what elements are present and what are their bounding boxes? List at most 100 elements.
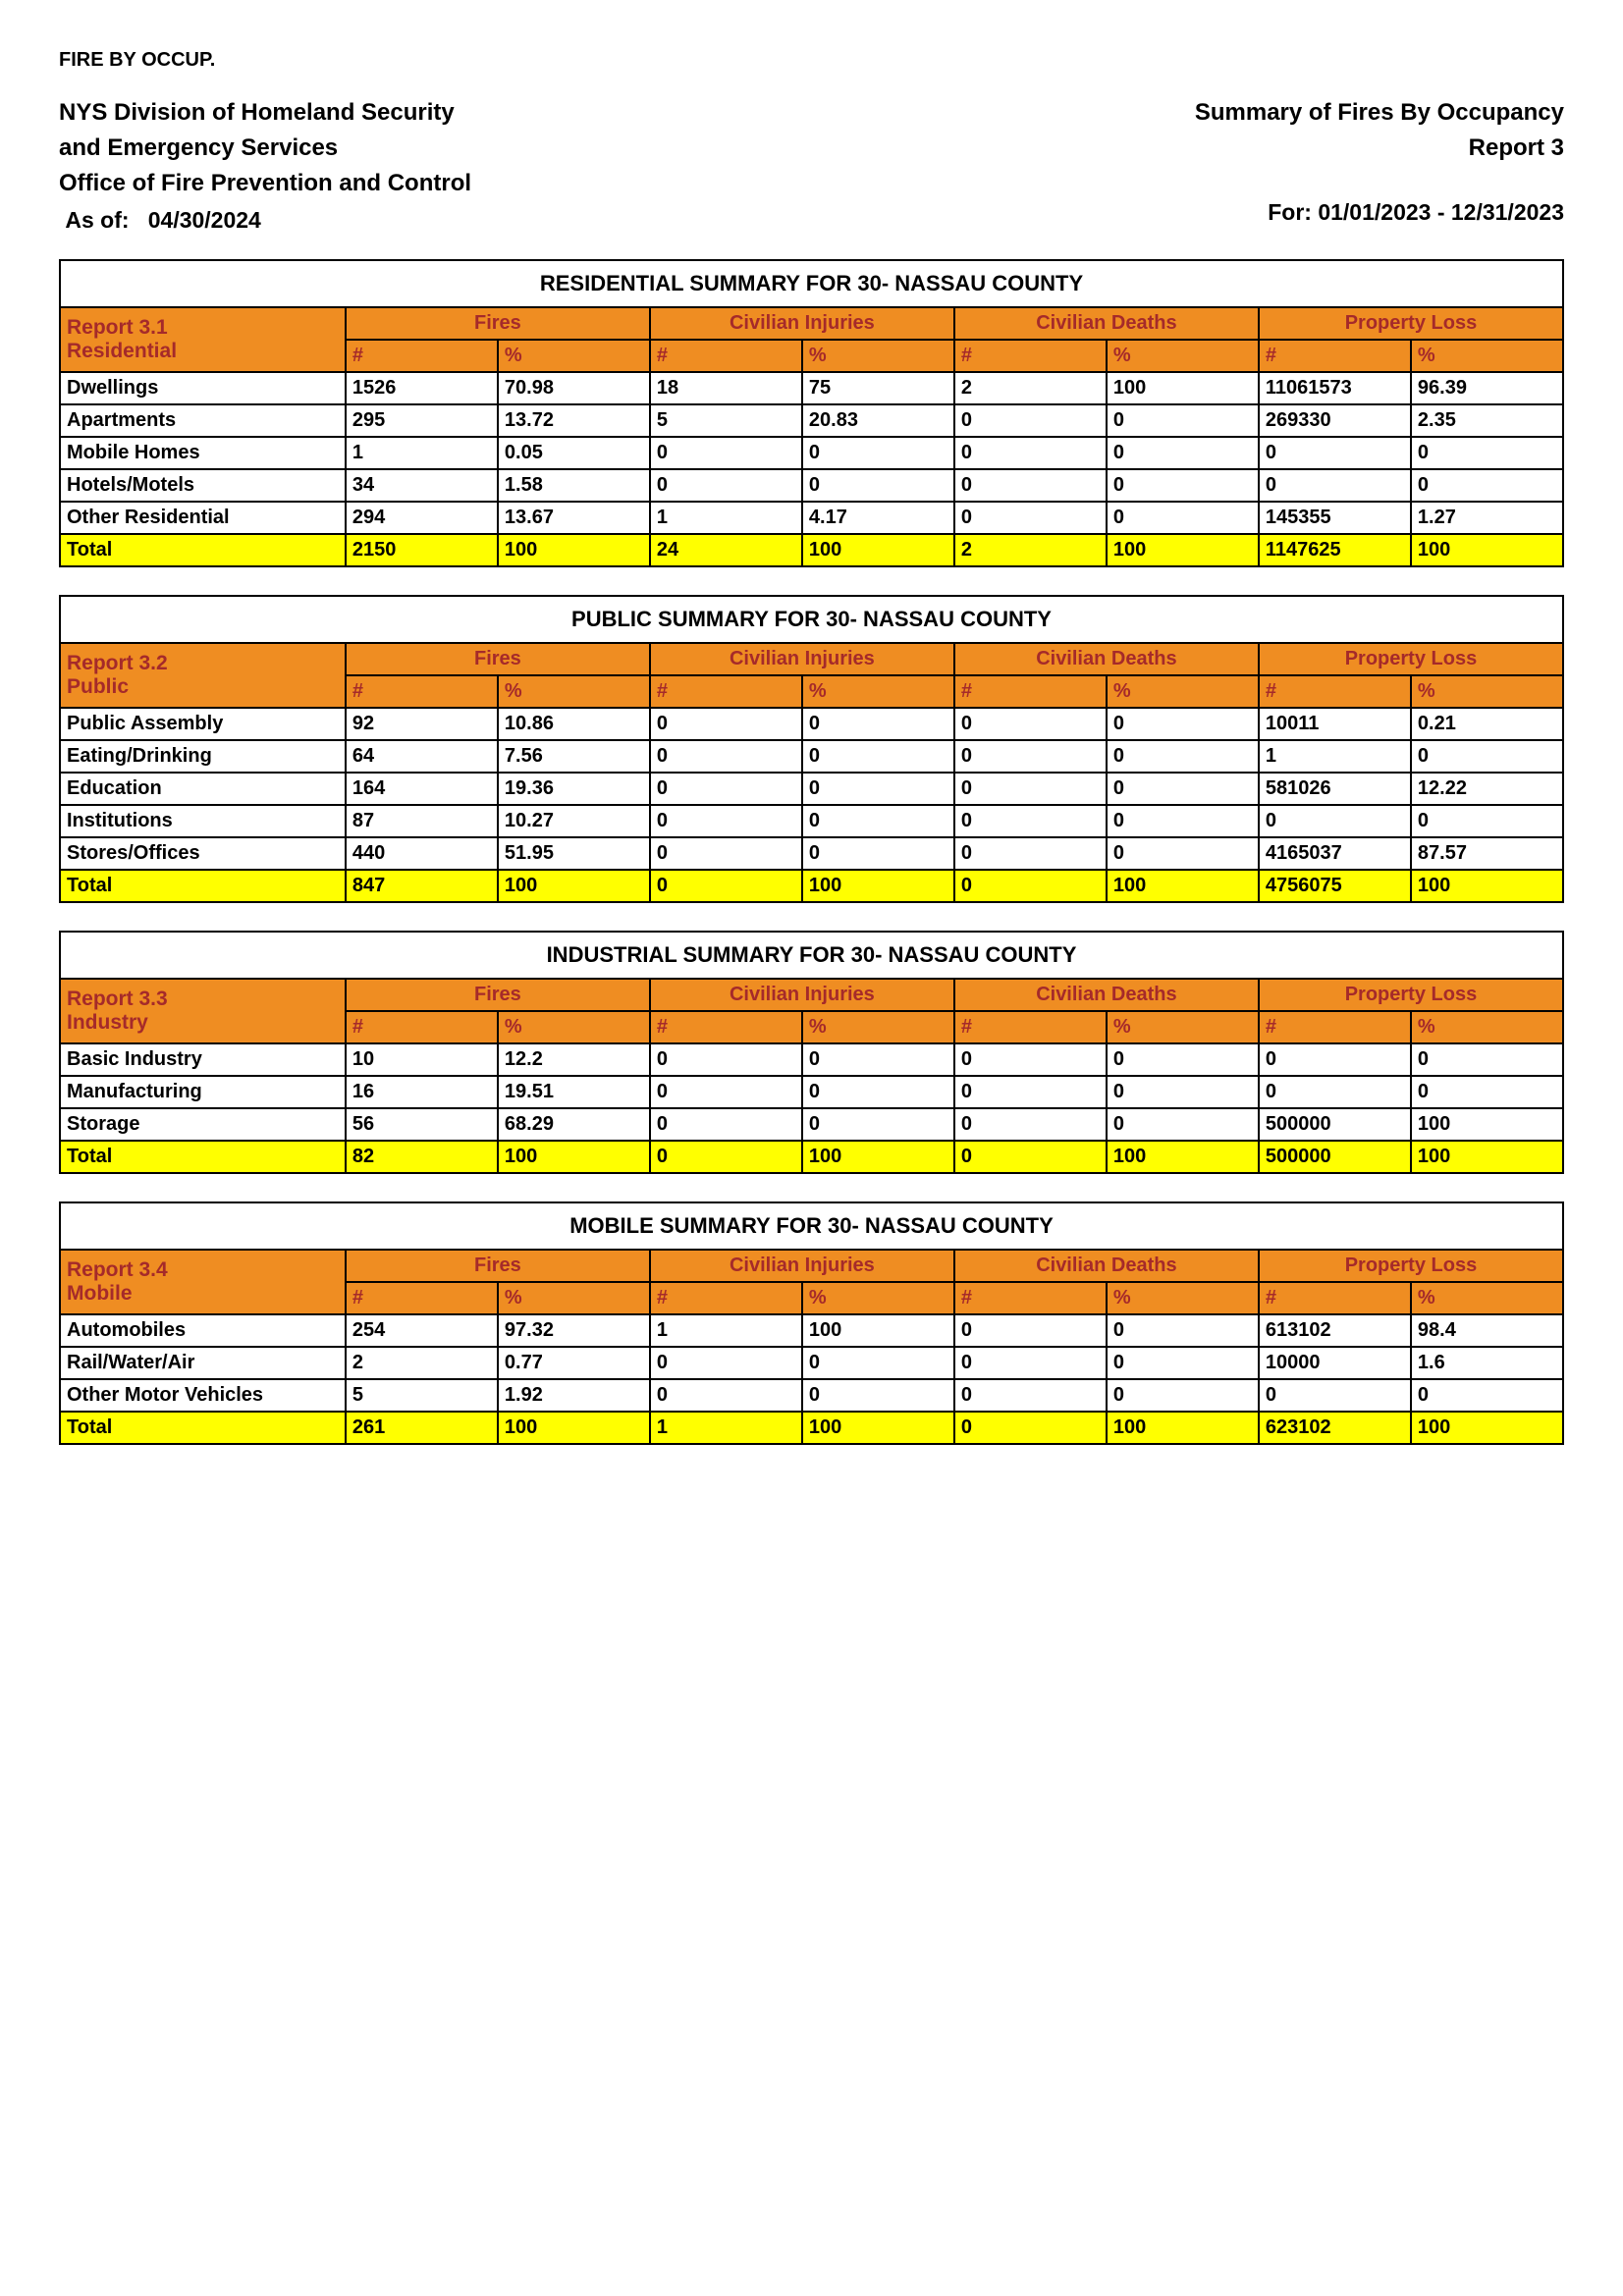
data-cell: 18 xyxy=(650,372,802,404)
data-cell: 20.83 xyxy=(802,404,954,437)
total-label: Total xyxy=(60,1141,346,1173)
data-cell: 0 xyxy=(650,469,802,502)
table-row: Basic Industry1012.2000000 xyxy=(60,1043,1563,1076)
table-row: Manufacturing1619.51000000 xyxy=(60,1076,1563,1108)
report-number: Report 3 xyxy=(1195,131,1564,166)
data-cell: 0 xyxy=(1107,1314,1259,1347)
data-cell: 0 xyxy=(1411,1043,1563,1076)
data-cell: 51.95 xyxy=(498,837,650,870)
data-cell: 164 xyxy=(346,773,498,805)
data-cell: 10 xyxy=(346,1043,498,1076)
sub-column-header: # xyxy=(1259,1282,1411,1314)
data-cell: 10000 xyxy=(1259,1347,1411,1379)
total-cell: 100 xyxy=(1107,870,1259,902)
report-label: Report 3.2 xyxy=(67,652,168,674)
table-row: Mobile Homes10.05000000 xyxy=(60,437,1563,469)
data-cell: 100 xyxy=(1107,372,1259,404)
total-cell: 100 xyxy=(1411,870,1563,902)
data-cell: 1 xyxy=(650,502,802,534)
data-cell: 1 xyxy=(1259,740,1411,773)
data-cell: 145355 xyxy=(1259,502,1411,534)
data-cell: 0 xyxy=(1107,805,1259,837)
row-label: Apartments xyxy=(60,404,346,437)
data-cell: 0 xyxy=(650,1043,802,1076)
table-row: Automobiles25497.3211000061310298.4 xyxy=(60,1314,1563,1347)
sub-column-header: % xyxy=(498,1011,650,1043)
total-cell: 100 xyxy=(498,1141,650,1173)
data-cell: 500000 xyxy=(1259,1108,1411,1141)
total-cell: 2 xyxy=(954,534,1107,566)
total-cell: 100 xyxy=(1411,1412,1563,1444)
data-cell: 0 xyxy=(954,437,1107,469)
data-cell: 0 xyxy=(954,1314,1107,1347)
data-cell: 0 xyxy=(802,837,954,870)
section-label: Residential xyxy=(67,340,177,362)
asof-row: As of: 04/30/2024 xyxy=(59,207,471,234)
data-cell: 2 xyxy=(346,1347,498,1379)
data-cell: 440 xyxy=(346,837,498,870)
section-label: Mobile xyxy=(67,1282,133,1305)
data-cell: 0 xyxy=(954,837,1107,870)
data-cell: 0 xyxy=(954,404,1107,437)
data-cell: 4.17 xyxy=(802,502,954,534)
data-cell: 0 xyxy=(1259,437,1411,469)
summary-table: PUBLIC SUMMARY FOR 30- NASSAU COUNTYRepo… xyxy=(59,595,1564,903)
sub-column-header: # xyxy=(346,675,498,708)
column-group-header: Property Loss xyxy=(1259,979,1563,1011)
data-cell: 0 xyxy=(802,805,954,837)
data-cell: 0 xyxy=(1107,740,1259,773)
table-row: Hotels/Motels341.58000000 xyxy=(60,469,1563,502)
total-label: Total xyxy=(60,1412,346,1444)
total-row: Total847100010001004756075100 xyxy=(60,870,1563,902)
total-row: Total8210001000100500000100 xyxy=(60,1141,1563,1173)
total-cell: 0 xyxy=(954,1412,1107,1444)
data-cell: 0 xyxy=(650,740,802,773)
total-cell: 0 xyxy=(954,1141,1107,1173)
data-cell: 87 xyxy=(346,805,498,837)
data-cell: 70.98 xyxy=(498,372,650,404)
data-cell: 0 xyxy=(802,1043,954,1076)
data-cell: 0 xyxy=(1107,469,1259,502)
sub-column-header: # xyxy=(1259,675,1411,708)
row-label: Hotels/Motels xyxy=(60,469,346,502)
total-cell: 100 xyxy=(1107,1412,1259,1444)
sub-column-header: # xyxy=(650,1282,802,1314)
column-group-header: Fires xyxy=(346,979,650,1011)
row-label: Institutions xyxy=(60,805,346,837)
table-title: RESIDENTIAL SUMMARY FOR 30- NASSAU COUNT… xyxy=(60,260,1563,307)
data-cell: 0 xyxy=(1411,740,1563,773)
data-cell: 613102 xyxy=(1259,1314,1411,1347)
data-cell: 269330 xyxy=(1259,404,1411,437)
row-label: Public Assembly xyxy=(60,708,346,740)
total-cell: 100 xyxy=(802,1141,954,1173)
sub-column-header: % xyxy=(802,675,954,708)
column-group-header: Civilian Injuries xyxy=(650,643,954,675)
total-row: Total26110011000100623102100 xyxy=(60,1412,1563,1444)
column-group-header: Civilian Injuries xyxy=(650,1250,954,1282)
sub-column-header: # xyxy=(954,675,1107,708)
total-cell: 100 xyxy=(498,534,650,566)
column-group-header: Fires xyxy=(346,643,650,675)
data-cell: 10011 xyxy=(1259,708,1411,740)
column-group-header: Fires xyxy=(346,1250,650,1282)
data-cell: 1.58 xyxy=(498,469,650,502)
data-cell: 1.27 xyxy=(1411,502,1563,534)
total-cell: 100 xyxy=(1107,534,1259,566)
data-cell: 0 xyxy=(1107,502,1259,534)
total-label: Total xyxy=(60,870,346,902)
total-cell: 4756075 xyxy=(1259,870,1411,902)
row-label: Basic Industry xyxy=(60,1043,346,1076)
sub-column-header: # xyxy=(650,1011,802,1043)
sub-column-header: % xyxy=(1107,340,1259,372)
total-row: Total21501002410021001147625100 xyxy=(60,534,1563,566)
agency-line-2: and Emergency Services xyxy=(59,131,471,166)
summary-table: MOBILE SUMMARY FOR 30- NASSAU COUNTYRepo… xyxy=(59,1201,1564,1445)
data-cell: 0 xyxy=(650,1108,802,1141)
asof-label: As of: xyxy=(65,207,129,233)
total-cell: 623102 xyxy=(1259,1412,1411,1444)
header-right: Summary of Fires By Occupancy Report 3 F… xyxy=(1195,95,1564,234)
data-cell: 0 xyxy=(954,740,1107,773)
data-cell: 0 xyxy=(1259,805,1411,837)
data-cell: 254 xyxy=(346,1314,498,1347)
header-left: NYS Division of Homeland Security and Em… xyxy=(59,95,471,234)
